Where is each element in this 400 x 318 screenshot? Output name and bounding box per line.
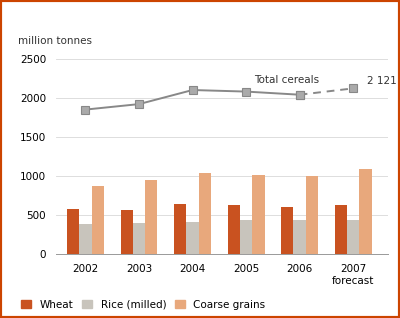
- Text: 2 121: 2 121: [366, 76, 396, 86]
- Bar: [228, 205, 240, 254]
- Bar: [199, 173, 211, 254]
- Bar: [281, 207, 294, 254]
- Bar: [145, 180, 158, 254]
- Bar: [294, 220, 306, 254]
- Text: Total cereals: Total cereals: [254, 74, 319, 85]
- Bar: [92, 185, 104, 254]
- Bar: [67, 209, 79, 254]
- Bar: [347, 220, 359, 254]
- Bar: [240, 220, 252, 254]
- Bar: [186, 222, 199, 254]
- Bar: [335, 205, 347, 254]
- Text: World cereal production: World cereal production: [10, 16, 209, 31]
- Bar: [133, 223, 145, 254]
- Bar: [79, 224, 92, 254]
- Text: million tonnes: million tonnes: [18, 36, 92, 46]
- Bar: [174, 204, 186, 254]
- Bar: [359, 169, 372, 254]
- Bar: [120, 210, 133, 254]
- Bar: [306, 176, 318, 254]
- Legend: Wheat, Rice (milled), Coarse grains: Wheat, Rice (milled), Coarse grains: [21, 300, 265, 310]
- Bar: [252, 175, 264, 254]
